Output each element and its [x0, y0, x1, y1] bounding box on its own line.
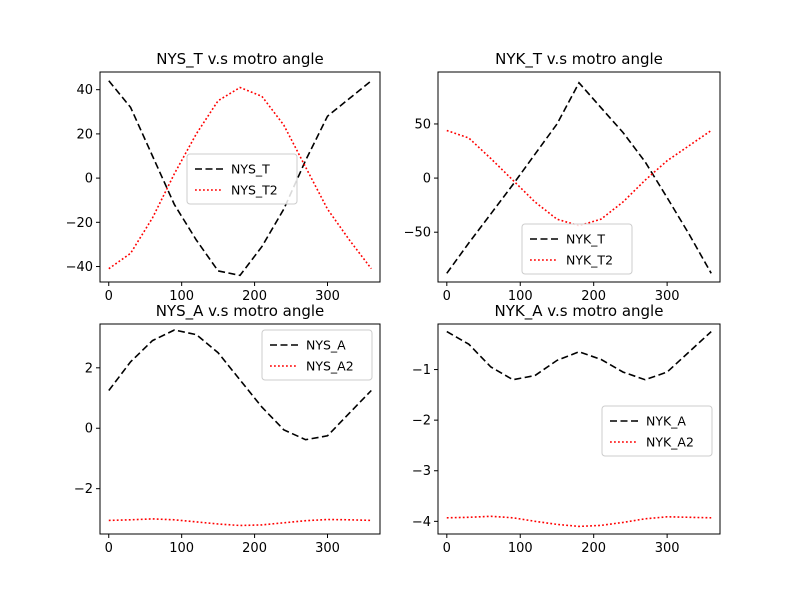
x-tick-label: 100	[169, 541, 194, 556]
subplot-3: 0 100 200 300 −2 0 2 NYS_A v.s motro angle NYS_A…	[74, 302, 381, 556]
chart-title: NYK_A v.s motro angle	[495, 302, 664, 321]
y-tick-label: 50	[414, 117, 431, 132]
y-tick-label: 0	[85, 172, 93, 187]
y-tick-label: −50	[404, 226, 431, 241]
legend: NYS_A NYS_A2	[261, 329, 373, 381]
y-tick-label: 20	[76, 127, 93, 142]
legend-entry: NYS_T2	[231, 183, 278, 198]
axes-frame	[437, 323, 721, 535]
y-tick-label: −4	[412, 515, 431, 530]
y-tick-label: −20	[66, 216, 93, 231]
series-line-nys-t2	[108, 86, 372, 270]
series-line-nys-a2	[108, 518, 372, 527]
legend-entry: NYK_T	[566, 232, 605, 247]
legend-box	[521, 223, 633, 275]
y-tick-label: −1	[412, 363, 431, 378]
x-tick-label: 300	[655, 289, 680, 304]
y-tick-label: −2	[412, 414, 431, 429]
legend-entry: NYK_T2	[566, 253, 613, 268]
legend: NYK_A NYK_A2	[601, 405, 713, 457]
x-tick-label: 0	[105, 289, 113, 304]
axes-frame	[437, 71, 721, 283]
x-tick-label: 300	[315, 541, 340, 556]
y-tick-label: −2	[74, 482, 93, 497]
y-tick-label: 2	[85, 361, 93, 376]
x-tick-label: 200	[242, 541, 267, 556]
legend-box	[186, 153, 298, 205]
legend: NYS_T NYS_T2	[186, 153, 298, 205]
subplot-1: 0 100 200 300 −40 −20 0 20 40 NYS_T v.s motro ang…	[66, 50, 381, 304]
x-tick-label: 300	[655, 541, 680, 556]
x-tick-label: 0	[443, 541, 451, 556]
legend-entry: NYS_T	[231, 162, 270, 177]
series-line-nyk-t2	[446, 129, 712, 227]
legend-entry: NYS_A	[306, 338, 346, 353]
chart-title: NYS_A v.s motro angle	[156, 302, 325, 321]
legend-entry: NYK_A2	[646, 435, 694, 450]
series-line-nyk-a	[446, 330, 712, 381]
y-tick-label: 0	[423, 172, 431, 187]
axes-frame	[99, 323, 381, 535]
subplot-2: 0 100 200 300 −50 0 50 NYK_T v.s motro angle NYK…	[404, 50, 721, 304]
legend: NYK_T NYK_T2	[521, 223, 633, 275]
axes-frame	[99, 71, 381, 283]
x-tick-label: 200	[581, 289, 606, 304]
chart-title: NYK_T v.s motro angle	[495, 50, 663, 69]
y-tick-label: 40	[76, 83, 93, 98]
y-tick-label: 0	[85, 422, 93, 437]
x-tick-label: 100	[508, 289, 533, 304]
series-line-nyk-t	[446, 81, 712, 274]
x-tick-label: 0	[105, 541, 113, 556]
legend-box	[601, 405, 713, 457]
chart-title: NYS_T v.s motro angle	[156, 50, 323, 69]
x-tick-label: 200	[581, 541, 606, 556]
series-line-nys-t	[108, 80, 372, 277]
legend-box	[261, 329, 373, 381]
subplot-4: 0 100 200 300 −4 −3 −2 −1 NYK_A v.s motro angle N…	[412, 302, 721, 556]
x-tick-label: 200	[242, 289, 267, 304]
x-tick-label: 100	[508, 541, 533, 556]
legend-entry: NYK_A	[646, 414, 686, 429]
legend-entry: NYS_A2	[306, 359, 354, 374]
x-tick-label: 0	[443, 289, 451, 304]
x-tick-label: 100	[169, 289, 194, 304]
x-tick-label: 300	[315, 289, 340, 304]
series-line-nys-a	[108, 329, 372, 441]
series-line-nyk-a2	[446, 515, 712, 528]
y-tick-label: −3	[412, 464, 431, 479]
y-tick-label: −40	[66, 260, 93, 275]
